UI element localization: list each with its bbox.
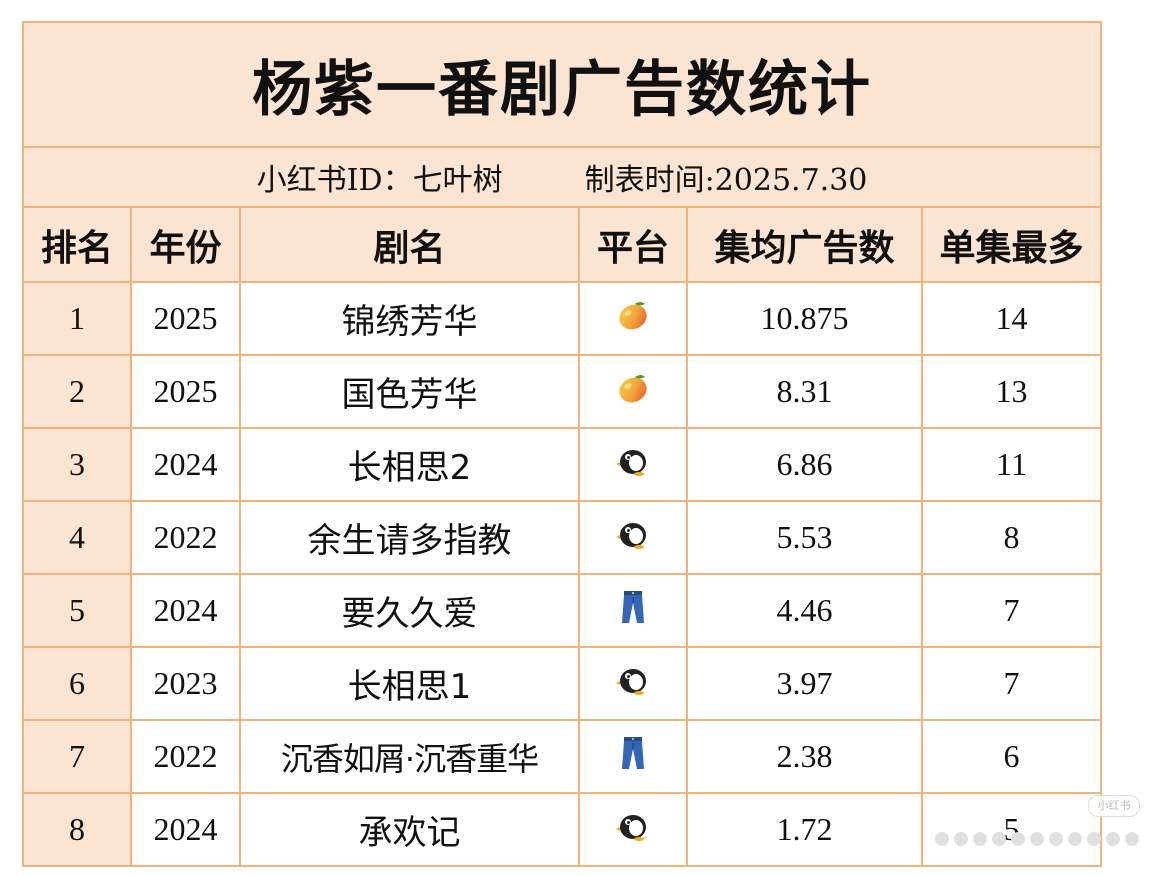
cell-rank: 3 <box>22 427 132 502</box>
cell-avg-ads: 1.72 <box>686 792 923 867</box>
pager-dot <box>973 832 987 846</box>
cell-max-ads: 7 <box>920 646 1103 721</box>
title-row: 杨紫一番剧广告数统计 <box>21 21 1103 148</box>
table-row: 4 2022 余生请多指教 5.53 8 <box>22 500 1103 575</box>
cell-rank: 6 <box>22 646 132 721</box>
jeans-icon <box>618 735 648 779</box>
cell-drama: 长相思1 <box>239 646 580 721</box>
cell-platform <box>578 573 688 648</box>
cell-max-ads: 13 <box>920 354 1103 429</box>
table-body: 1 2025 锦绣芳华 10.875 14 2 2025 国色芳华 8.31 13 3 2024 长相思… <box>22 281 1103 867</box>
ad-stats-table: 杨紫一番剧广告数统计 小红书ID：七叶树 制表时间:2025.7.30 排名 年份… <box>21 21 1103 867</box>
cell-avg-ads: 3.97 <box>686 646 923 721</box>
penguin-icon <box>615 809 651 851</box>
cell-rank: 4 <box>22 500 132 575</box>
cell-year: 2022 <box>130 500 241 575</box>
table-row: 1 2025 锦绣芳华 10.875 14 <box>22 281 1103 356</box>
cell-platform <box>578 719 688 794</box>
mango-icon <box>615 371 651 413</box>
cell-max-ads: 8 <box>920 500 1103 575</box>
table-row: 7 2022 沉香如屑·沉香重华 2.38 6 <box>22 719 1103 794</box>
cell-platform <box>578 646 688 721</box>
cell-year: 2024 <box>130 792 241 867</box>
subtitle-row: 小红书ID：七叶树 制表时间:2025.7.30 <box>21 146 1103 208</box>
pager-dot <box>1087 832 1101 846</box>
pager-dot <box>1125 832 1139 846</box>
cell-rank: 5 <box>22 573 132 648</box>
author-id: 小红书ID：七叶树 <box>256 163 503 198</box>
pager-dot <box>1068 832 1082 846</box>
cell-platform <box>578 792 688 867</box>
cell-max-ads: 11 <box>920 427 1103 502</box>
pager-dot <box>1011 832 1025 846</box>
jeans-icon <box>618 589 648 633</box>
cell-avg-ads: 10.875 <box>686 281 923 356</box>
column-header-avg-ads: 集均广告数 <box>686 206 923 283</box>
mango-icon <box>615 298 651 340</box>
cell-drama: 长相思2 <box>239 427 580 502</box>
cell-drama: 国色芳华 <box>239 354 580 429</box>
cell-avg-ads: 5.53 <box>686 500 923 575</box>
cell-rank: 2 <box>22 354 132 429</box>
table-row: 8 2024 承欢记 1.72 5 <box>22 792 1103 867</box>
table-subtitle: 小红书ID：七叶树 制表时间:2025.7.30 <box>21 146 1103 208</box>
cell-year: 2023 <box>130 646 241 721</box>
cell-drama: 余生请多指教 <box>239 500 580 575</box>
penguin-icon <box>615 663 651 705</box>
cell-platform <box>578 500 688 575</box>
cell-max-ads: 14 <box>920 281 1103 356</box>
cell-avg-ads: 2.38 <box>686 719 923 794</box>
cell-year: 2025 <box>130 281 241 356</box>
cell-max-ads: 6 <box>920 719 1103 794</box>
cell-year: 2022 <box>130 719 241 794</box>
column-header-platform: 平台 <box>578 206 688 283</box>
pager-dot <box>1049 832 1063 846</box>
cell-platform <box>578 281 688 356</box>
penguin-icon <box>615 444 651 486</box>
column-header-drama: 剧名 <box>239 206 580 283</box>
cell-avg-ads: 6.86 <box>686 427 923 502</box>
cell-drama: 要久久爱 <box>239 573 580 648</box>
cell-rank: 7 <box>22 719 132 794</box>
pager-dot <box>992 832 1006 846</box>
table-row: 6 2023 长相思1 3.97 7 <box>22 646 1103 721</box>
pager-dot <box>1030 832 1044 846</box>
table-row: 5 2024 要久久爱 4.46 7 <box>22 573 1103 648</box>
cell-platform <box>578 354 688 429</box>
cell-year: 2025 <box>130 354 241 429</box>
table-title: 杨紫一番剧广告数统计 <box>21 21 1103 148</box>
column-header-rank: 排名 <box>22 206 132 283</box>
cell-year: 2024 <box>130 427 241 502</box>
table-date: 制表时间:2025.7.30 <box>584 163 868 198</box>
pager-dot <box>1106 832 1120 846</box>
penguin-icon <box>615 517 651 559</box>
cell-avg-ads: 4.46 <box>686 573 923 648</box>
cell-drama: 承欢记 <box>239 792 580 867</box>
cell-year: 2024 <box>130 573 241 648</box>
pager-dot <box>935 832 949 846</box>
cell-drama: 锦绣芳华 <box>239 281 580 356</box>
table-row: 2 2025 国色芳华 8.31 13 <box>22 354 1103 429</box>
cell-rank: 1 <box>22 281 132 356</box>
column-header-max-ads: 单集最多 <box>920 206 1103 283</box>
cell-max-ads: 7 <box>920 573 1103 648</box>
column-header-row: 排名 年份 剧名 平台 集均广告数 单集最多 <box>22 206 1103 283</box>
cell-platform <box>578 427 688 502</box>
cell-drama: 沉香如屑·沉香重华 <box>239 719 580 794</box>
table-row: 3 2024 长相思2 6.86 11 <box>22 427 1103 502</box>
image-pager-dots <box>935 832 1139 852</box>
pager-dot <box>954 832 968 846</box>
watermark: 小红书 <box>1088 795 1140 817</box>
cell-max-ads: 5 <box>920 792 1103 867</box>
cell-avg-ads: 8.31 <box>686 354 923 429</box>
column-header-year: 年份 <box>130 206 241 283</box>
cell-rank: 8 <box>22 792 132 867</box>
